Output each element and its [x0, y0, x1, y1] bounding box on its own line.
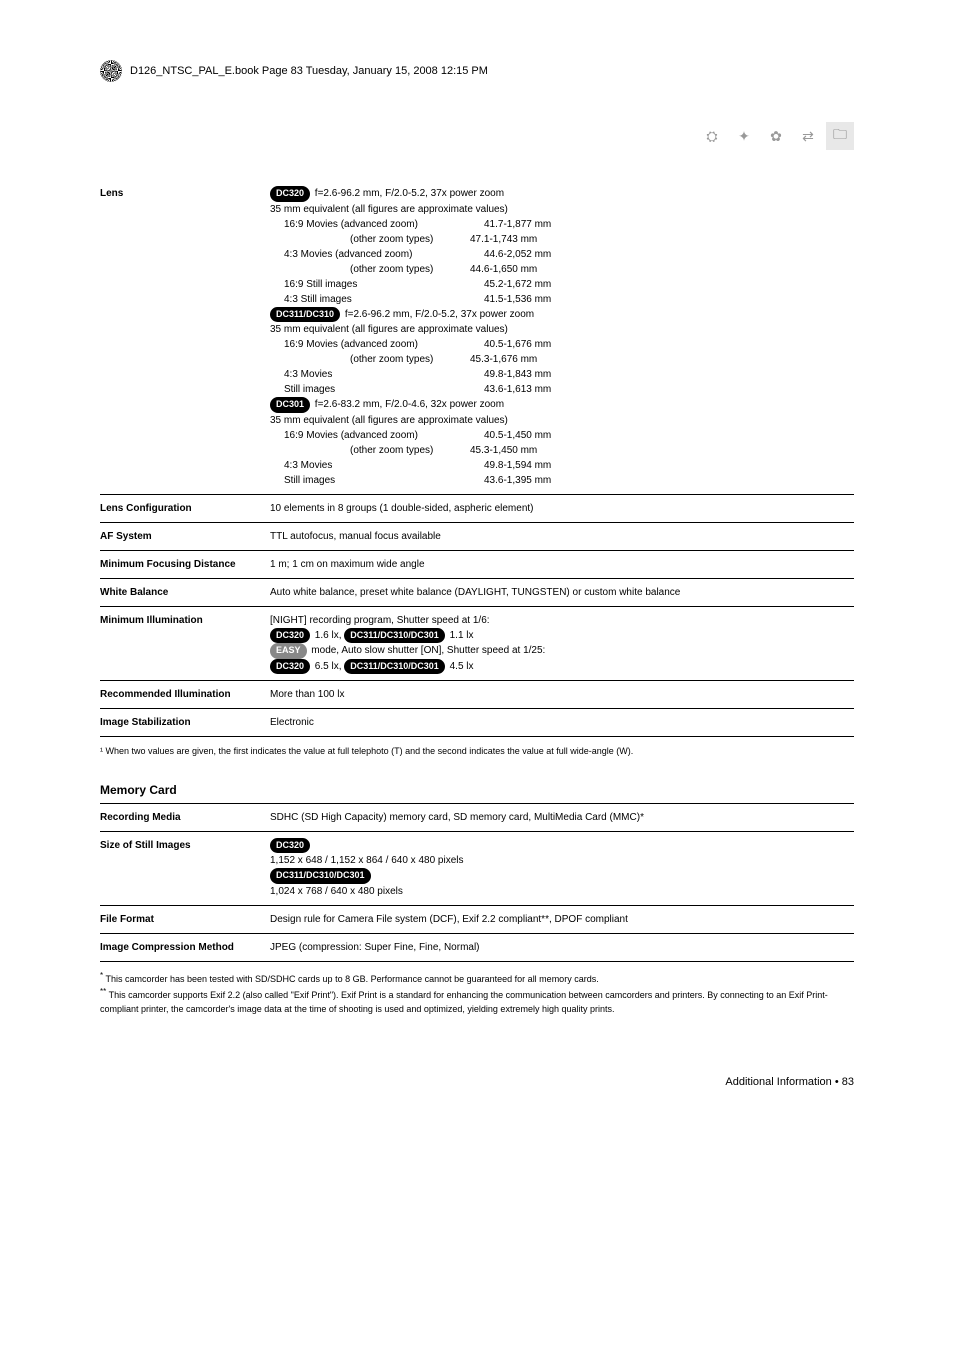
size-still-line2: 1,024 x 768 / 640 x 480 pixels: [270, 884, 854, 899]
spec-row-rec-media: Recording Media SDHC (SD High Capacity) …: [100, 803, 854, 832]
spec-row-img-stab: Image Stabilization Electronic: [100, 709, 854, 737]
min-illum-val: 4.5 lx: [450, 661, 474, 672]
spec-value: Electronic: [270, 715, 854, 730]
spec-value: TTL autofocus, manual focus available: [270, 529, 854, 544]
badge-dc320: DC320: [270, 659, 310, 675]
lens-spec-r: 47.1-1,743 mm: [470, 232, 590, 247]
lens-spec-l: Still images: [284, 382, 484, 397]
lens-spec-l: 4:3 Movies: [284, 367, 484, 382]
lens-dc311-line: f=2.6-96.2 mm, F/2.0-5.2, 37x power zoom: [345, 309, 534, 320]
lens-spec-l: 4:3 Movies (advanced zoom): [284, 247, 484, 262]
badge-dc301: DC301: [270, 397, 310, 413]
lens-spec-l: 16:9 Movies (advanced zoom): [284, 337, 484, 352]
footnote-block: * This camcorder has been tested with SD…: [100, 970, 854, 1017]
lens-equiv: 35 mm equivalent (all figures are approx…: [270, 202, 854, 217]
lens-spec-r: 45.3-1,676 mm: [470, 352, 590, 367]
min-illum-val: 6.5 lx,: [315, 661, 342, 672]
badge-dc320: DC320: [270, 628, 310, 644]
memory-card-title: Memory Card: [100, 783, 854, 797]
footnote-1: ¹ When two values are given, the first i…: [100, 745, 854, 759]
min-illum-line1: [NIGHT] recording program, Shutter speed…: [270, 613, 854, 628]
lens-spec-l: 16:9 Movies (advanced zoom): [284, 217, 484, 232]
lens-spec-r: 44.6-2,052 mm: [484, 247, 604, 262]
page-footer: Additional Information • 83: [100, 1076, 854, 1088]
spec-label: Lens Configuration: [100, 501, 270, 516]
spec-value: JPEG (compression: Super Fine, Fine, Nor…: [270, 940, 854, 955]
tab-icon: ⇄: [794, 122, 822, 150]
lens-spec-r: 40.5-1,676 mm: [484, 337, 604, 352]
spec-label: Image Compression Method: [100, 940, 270, 955]
spec-value: SDHC (SD High Capacity) memory card, SD …: [270, 810, 854, 825]
spec-value: Design rule for Camera File system (DCF)…: [270, 912, 854, 927]
spec-row-white-balance: White Balance Auto white balance, preset…: [100, 579, 854, 607]
spec-value: 10 elements in 8 groups (1 double-sided,…: [270, 501, 854, 516]
spec-label: File Format: [100, 912, 270, 927]
lens-spec-l: (other zoom types): [270, 443, 470, 458]
lens-spec-l: (other zoom types): [270, 232, 470, 247]
badge-dc320: DC320: [270, 186, 310, 202]
badge-easy: EASY: [270, 643, 307, 659]
min-illum-val: 1.6 lx,: [315, 630, 342, 641]
spec-label: Minimum Focusing Distance: [100, 557, 270, 572]
spec-label: Size of Still Images: [100, 838, 270, 899]
lens-spec-r: 43.6-1,613 mm: [484, 382, 604, 397]
tab-icon: ✿: [762, 122, 790, 150]
lens-spec-l: (other zoom types): [270, 262, 470, 277]
lens-spec-r: 49.8-1,843 mm: [484, 367, 604, 382]
badge-dc311-310-301: DC311/DC310/DC301: [270, 868, 371, 884]
tab-bar: ⛭ ✦ ✿ ⇄ 🗀: [100, 122, 854, 150]
min-illum-line3: mode, Auto slow shutter [ON], Shutter sp…: [311, 645, 545, 656]
lens-spec-r: 41.7-1,877 mm: [484, 217, 604, 232]
lens-equiv: 35 mm equivalent (all figures are approx…: [270, 322, 854, 337]
badge-dc311-310-301: DC311/DC310/DC301: [344, 628, 445, 644]
tab-icon: 🗀: [826, 122, 854, 150]
min-illum-val: 1.1 lx: [450, 630, 474, 641]
tab-icon: ✦: [730, 122, 758, 150]
spec-row-img-comp: Image Compression Method JPEG (compressi…: [100, 934, 854, 962]
badge-dc320: DC320: [270, 838, 310, 854]
spec-row-size-still: Size of Still Images DC320 1,152 x 648 /…: [100, 832, 854, 906]
lens-spec-r: 44.6-1,650 mm: [470, 262, 590, 277]
lens-spec-r: 45.3-1,450 mm: [470, 443, 590, 458]
spec-row-lens: Lens DC320 f=2.6-96.2 mm, F/2.0-5.2, 37x…: [100, 180, 854, 495]
lens-spec-r: 45.2-1,672 mm: [484, 277, 604, 292]
spec-value: Auto white balance, preset white balance…: [270, 585, 854, 600]
badge-dc311-310: DC311/DC310: [270, 307, 340, 323]
footnote-2a: This camcorder has been tested with SD/S…: [105, 974, 598, 984]
spec-row-min-focus: Minimum Focusing Distance 1 m; 1 cm on m…: [100, 551, 854, 579]
header-text: D126_NTSC_PAL_E.book Page 83 Tuesday, Ja…: [130, 65, 488, 77]
badge-dc311-310-301: DC311/DC310/DC301: [344, 659, 445, 675]
spec-label: AF System: [100, 529, 270, 544]
spec-label: Recommended Illumination: [100, 687, 270, 702]
lens-spec-r: 40.5-1,450 mm: [484, 428, 604, 443]
spec-row-af-system: AF System TTL autofocus, manual focus av…: [100, 523, 854, 551]
spec-row-rec-illum: Recommended Illumination More than 100 l…: [100, 681, 854, 709]
spec-label: White Balance: [100, 585, 270, 600]
footnote-2b: This camcorder supports Exif 2.2 (also c…: [100, 990, 828, 1014]
spec-value: 1 m; 1 cm on maximum wide angle: [270, 557, 854, 572]
spec-label: Lens: [100, 186, 270, 488]
lens-dc320-line: f=2.6-96.2 mm, F/2.0-5.2, 37x power zoom: [315, 188, 504, 199]
lens-spec-r: 41.5-1,536 mm: [484, 292, 604, 307]
spec-label: Recording Media: [100, 810, 270, 825]
lens-spec-l: 4:3 Movies: [284, 458, 484, 473]
lens-spec-l: 16:9 Still images: [284, 277, 484, 292]
lens-spec-l: (other zoom types): [270, 352, 470, 367]
spec-row-min-illum: Minimum Illumination [NIGHT] recording p…: [100, 607, 854, 682]
lens-spec-l: 16:9 Movies (advanced zoom): [284, 428, 484, 443]
size-still-line1: 1,152 x 648 / 1,152 x 864 / 640 x 480 pi…: [270, 853, 854, 868]
lens-spec-l: Still images: [284, 473, 484, 488]
tab-icon: ⛭: [698, 122, 726, 150]
lens-equiv: 35 mm equivalent (all figures are approx…: [270, 413, 854, 428]
spec-label: Minimum Illumination: [100, 613, 270, 675]
lens-spec-r: 49.8-1,594 mm: [484, 458, 604, 473]
lens-spec-l: 4:3 Still images: [284, 292, 484, 307]
spec-row-lens-config: Lens Configuration 10 elements in 8 grou…: [100, 495, 854, 523]
spec-label: Image Stabilization: [100, 715, 270, 730]
spec-value: More than 100 lx: [270, 687, 854, 702]
spec-row-file-format: File Format Design rule for Camera File …: [100, 906, 854, 934]
crop-mark-icon: [100, 60, 122, 82]
lens-dc301-line: f=2.6-83.2 mm, F/2.0-4.6, 32x power zoom: [315, 399, 504, 410]
lens-spec-r: 43.6-1,395 mm: [484, 473, 604, 488]
